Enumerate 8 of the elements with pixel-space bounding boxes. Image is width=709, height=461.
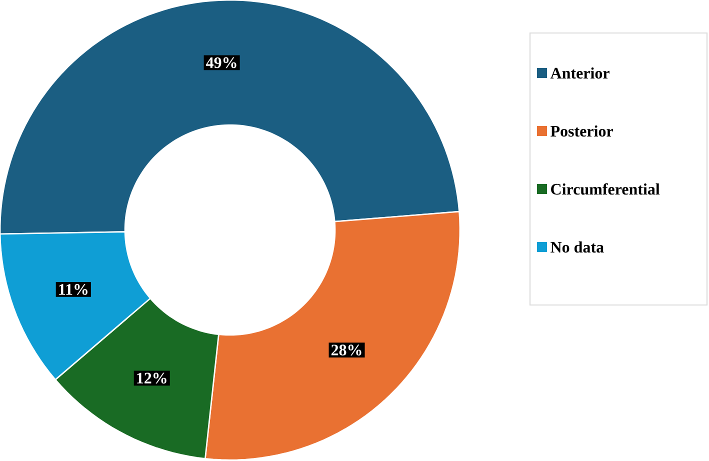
data-label: 49% [206,57,236,68]
legend-label: Anterior [550,67,610,79]
data-label: 11% [59,284,88,295]
legend-label: Circumferential [551,183,660,195]
legend-label: No data [550,241,604,253]
legend-label: Posterior [550,125,614,137]
data-label: 12% [137,372,166,384]
data-label: 28% [331,344,362,356]
